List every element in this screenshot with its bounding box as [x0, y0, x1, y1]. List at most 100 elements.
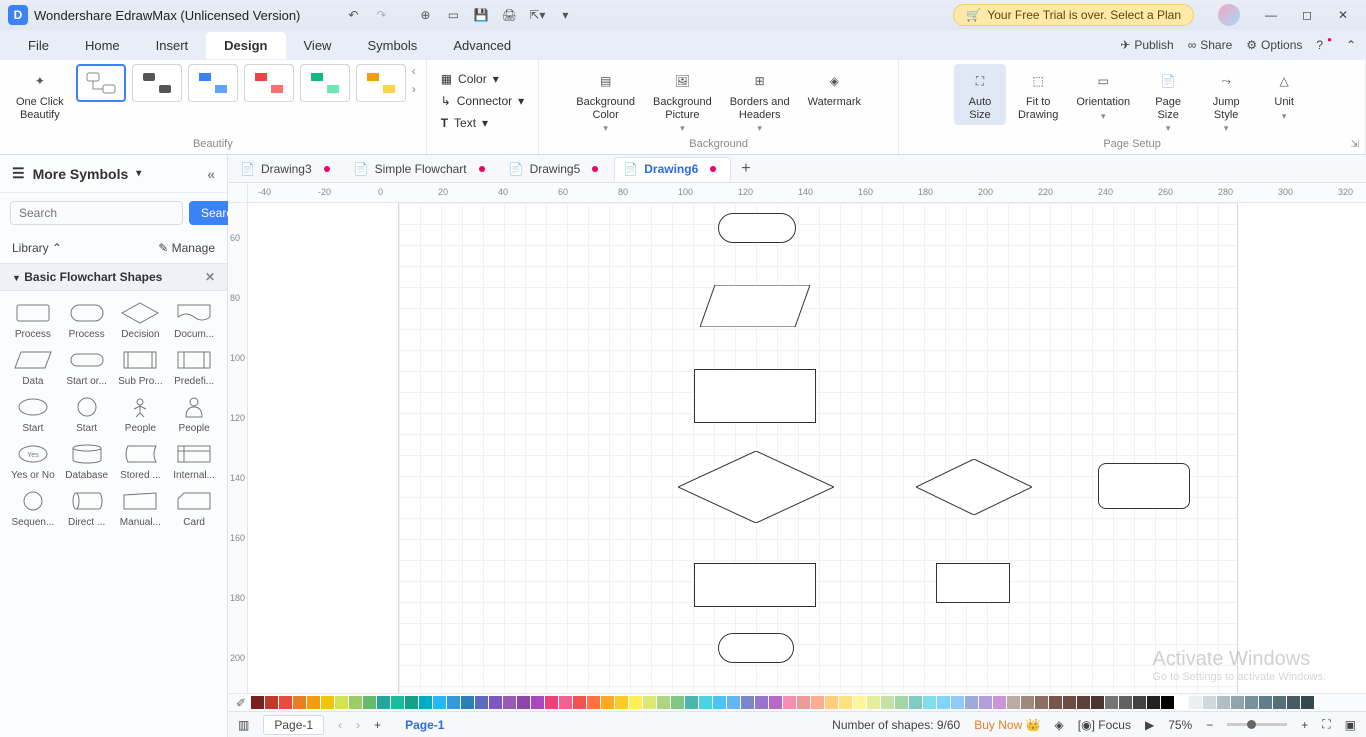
color-swatch[interactable] [391, 696, 404, 709]
color-swatch[interactable] [923, 696, 936, 709]
add-page-icon[interactable]: + [374, 718, 381, 732]
publish-button[interactable]: ✈Publish [1120, 38, 1173, 52]
shape-manual[interactable]: Manual... [116, 489, 166, 528]
color-swatch[interactable] [433, 696, 446, 709]
color-swatch[interactable] [475, 696, 488, 709]
more-icon[interactable]: ▾ [554, 4, 576, 26]
manage-link[interactable]: ✎ Manage [158, 241, 215, 255]
shapes-section-header[interactable]: ▼ Basic Flowchart Shapes ✕ [0, 263, 227, 291]
color-swatch[interactable] [853, 696, 866, 709]
color-swatch[interactable] [671, 696, 684, 709]
shape-process[interactable]: Process [62, 301, 112, 340]
color-swatch[interactable] [1063, 696, 1076, 709]
shape-start[interactable]: Start [62, 395, 112, 434]
theme-next-icon[interactable]: › [412, 82, 416, 96]
zoom-out-icon[interactable]: − [1206, 718, 1213, 732]
color-swatch[interactable] [559, 696, 572, 709]
color-swatch[interactable] [1175, 696, 1188, 709]
collapse-sidebar-icon[interactable]: « [207, 166, 215, 182]
shape-direct[interactable]: Direct ... [62, 489, 112, 528]
theme-preset-3[interactable] [188, 64, 238, 102]
theme-preset-5[interactable] [300, 64, 350, 102]
print-icon[interactable]: 🖨 [498, 4, 520, 26]
unit-button[interactable]: △Unit▾ [1258, 64, 1310, 126]
color-swatch[interactable] [699, 696, 712, 709]
color-swatch[interactable] [839, 696, 852, 709]
theme-preset-1[interactable] [76, 64, 126, 102]
canvas-shape-rect[interactable] [936, 563, 1010, 603]
color-swatch[interactable] [363, 696, 376, 709]
doc-tab[interactable]: 📄Simple Flowchart [346, 158, 499, 180]
shape-subpro[interactable]: Sub Pro... [116, 348, 166, 387]
borders-headers-button[interactable]: ⊞Borders and Headers▾ [724, 64, 796, 138]
trial-banner[interactable]: 🛒 Your Free Trial is over. Select a Plan [953, 4, 1194, 26]
export-icon[interactable]: ⇱▾ [526, 4, 548, 26]
background-color-button[interactable]: ▤Background Color▾ [570, 64, 641, 138]
shape-sequen[interactable]: Sequen... [8, 489, 58, 528]
watermark-button[interactable]: ◈Watermark [802, 64, 867, 113]
color-swatch[interactable] [951, 696, 964, 709]
pages-icon[interactable]: ▥ [238, 718, 249, 732]
color-swatch[interactable] [503, 696, 516, 709]
color-swatch[interactable] [741, 696, 754, 709]
menu-design[interactable]: Design [206, 32, 285, 59]
play-icon[interactable]: ▶ [1145, 718, 1154, 732]
color-swatch[interactable] [755, 696, 768, 709]
shape-data[interactable]: Data [8, 348, 58, 387]
color-swatch[interactable] [727, 696, 740, 709]
color-swatch[interactable] [909, 696, 922, 709]
color-swatch[interactable] [1091, 696, 1104, 709]
theme-preset-6[interactable] [356, 64, 406, 102]
next-page-icon[interactable]: › [356, 718, 360, 732]
color-swatch[interactable] [1287, 696, 1300, 709]
page-tab[interactable]: Page-1 [263, 715, 324, 735]
share-button[interactable]: ∞Share [1188, 38, 1233, 52]
open-icon[interactable]: ▭ [442, 4, 464, 26]
save-icon[interactable]: 💾 [470, 4, 492, 26]
color-swatch[interactable] [517, 696, 530, 709]
color-swatch[interactable] [1077, 696, 1090, 709]
shape-internal[interactable]: Internal... [169, 442, 219, 481]
shape-start[interactable]: Start [8, 395, 58, 434]
color-swatch[interactable] [769, 696, 782, 709]
color-swatch[interactable] [937, 696, 950, 709]
menu-insert[interactable]: Insert [138, 32, 207, 59]
color-swatch[interactable] [881, 696, 894, 709]
color-dropdown[interactable]: ▦Color▾ [437, 70, 503, 88]
color-swatch[interactable] [293, 696, 306, 709]
color-swatch[interactable] [1203, 696, 1216, 709]
theme-prev-icon[interactable]: ‹ [412, 64, 416, 78]
color-swatch[interactable] [489, 696, 502, 709]
color-swatch[interactable] [461, 696, 474, 709]
color-swatch[interactable] [1147, 696, 1160, 709]
doc-tab[interactable]: 📄Drawing3 [232, 158, 344, 180]
shape-decision[interactable]: Decision [116, 301, 166, 340]
library-link[interactable]: Library ⌃ [12, 241, 62, 255]
orientation-button[interactable]: ▭Orientation▾ [1070, 64, 1136, 126]
color-swatch[interactable] [643, 696, 656, 709]
menu-file[interactable]: File [10, 32, 67, 59]
one-click-beautify-button[interactable]: ✦ One Click Beautify [10, 64, 70, 125]
buy-now-link[interactable]: Buy Now 👑 [974, 718, 1040, 732]
page-setup-dialog-icon[interactable]: ⇲ [1351, 139, 1359, 150]
prev-page-icon[interactable]: ‹ [338, 718, 342, 732]
color-swatch[interactable] [615, 696, 628, 709]
text-dropdown[interactable]: TText▾ [437, 114, 492, 132]
color-swatch[interactable] [335, 696, 348, 709]
color-swatch[interactable] [321, 696, 334, 709]
color-swatch[interactable] [1259, 696, 1272, 709]
canvas-shape-roundrect[interactable] [1098, 463, 1190, 509]
canvas-shape-diamond[interactable] [916, 459, 1032, 515]
theme-preset-4[interactable] [244, 64, 294, 102]
color-swatch[interactable] [601, 696, 614, 709]
color-swatch[interactable] [1301, 696, 1314, 709]
color-swatch[interactable] [587, 696, 600, 709]
close-section-icon[interactable]: ✕ [205, 270, 215, 284]
close-button[interactable]: ✕ [1328, 3, 1358, 27]
doc-tab[interactable]: 📄Drawing6 [614, 157, 731, 181]
menu-advanced[interactable]: Advanced [435, 32, 529, 59]
minimize-button[interactable]: — [1256, 3, 1286, 27]
color-swatch[interactable] [545, 696, 558, 709]
canvas-shape-diamond[interactable] [678, 451, 834, 523]
color-swatch[interactable] [1049, 696, 1062, 709]
